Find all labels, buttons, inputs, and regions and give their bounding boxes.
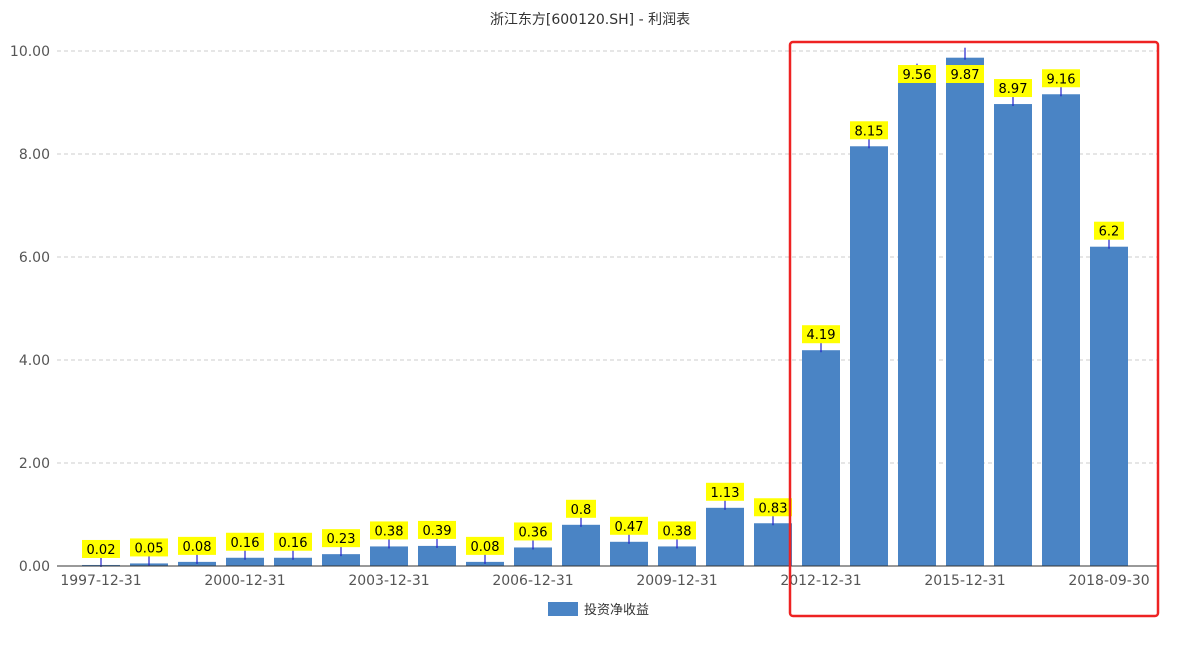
data-label-bg — [566, 499, 596, 518]
bar — [370, 546, 408, 566]
grid-lines — [57, 50, 1157, 464]
data-label-bg — [946, 65, 984, 83]
data-label: 6.2 — [1099, 225, 1120, 240]
bar — [466, 561, 504, 566]
bar — [1042, 94, 1080, 566]
data-label-bg — [658, 521, 696, 540]
data-label-bg — [994, 79, 1032, 98]
bar — [946, 57, 984, 566]
legend: 投资净收益 — [548, 602, 649, 618]
bar — [610, 541, 648, 566]
data-label: 8.97 — [999, 82, 1028, 97]
data-label: 0.02 — [87, 543, 116, 558]
data-label-bg — [754, 498, 792, 517]
data-label-bg — [178, 536, 216, 555]
data-label: 0.05 — [135, 541, 164, 556]
data-label: 1.13 — [711, 486, 740, 501]
data-label-bg — [706, 482, 744, 501]
data-label: 0.08 — [183, 540, 212, 555]
data-label: 4.19 — [807, 328, 836, 343]
bar — [850, 146, 888, 566]
x-tick-label: 1997-12-31 — [60, 573, 141, 589]
x-tick-label: 2009-12-31 — [636, 573, 717, 589]
x-tick-label: 2003-12-31 — [348, 573, 429, 589]
data-label-bg — [418, 520, 456, 539]
bar — [1090, 246, 1128, 566]
data-label-bg — [466, 536, 504, 555]
data-label-bg — [850, 121, 888, 140]
bar — [706, 507, 744, 566]
y-axis-ticks: 0.00 2.00 4.00 6.00 8.00 10.00 — [10, 44, 50, 575]
data-label: 0.08 — [471, 540, 500, 555]
data-label-bg — [226, 532, 264, 551]
x-tick-label: 2006-12-31 — [492, 573, 573, 589]
data-label: 0.8 — [571, 503, 592, 518]
y-tick-label: 8.00 — [19, 147, 50, 163]
data-label-bg — [898, 65, 936, 83]
data-label: 8.15 — [855, 124, 884, 139]
data-label: 0.39 — [423, 524, 452, 539]
y-tick-label: 6.00 — [19, 250, 50, 266]
data-label: 9.16 — [1047, 72, 1076, 87]
y-tick-label: 10.00 — [10, 44, 50, 60]
bar — [754, 523, 792, 566]
data-label-bg — [610, 516, 648, 535]
highlight-box — [788, 40, 1160, 618]
bar — [562, 524, 600, 566]
data-label-bg — [370, 521, 408, 540]
legend-label: 投资净收益 — [584, 602, 649, 618]
x-tick-label: 2018-09-30 — [1068, 573, 1149, 589]
bar — [418, 545, 456, 566]
bar — [994, 104, 1032, 567]
data-label-bg — [274, 532, 312, 551]
y-tick-label: 4.00 — [19, 353, 50, 369]
y-tick-label: 2.00 — [19, 456, 50, 472]
data-label-bg — [1094, 221, 1124, 240]
data-label: 0.16 — [279, 536, 308, 551]
legend-swatch — [548, 602, 578, 616]
data-label-bg — [82, 539, 120, 558]
bar — [802, 350, 840, 566]
data-label: 0.16 — [231, 536, 260, 551]
data-label-bg — [802, 325, 840, 344]
x-tick-label: 2000-12-31 — [204, 573, 285, 589]
data-label: 9.87 — [951, 68, 980, 83]
data-label-bg — [322, 529, 360, 548]
x-tick-label: 2012-12-31 — [780, 573, 861, 589]
bar — [322, 554, 360, 566]
data-label-bg — [130, 538, 168, 557]
data-label: 0.36 — [519, 525, 548, 540]
chart-title: 浙江东方[600120.SH] - 利润表 — [490, 12, 690, 28]
bar — [898, 73, 936, 566]
data-label: 0.23 — [327, 532, 356, 547]
data-label-bg — [1042, 69, 1080, 88]
data-label-bg — [514, 522, 552, 541]
y-tick-label: 0.00 — [19, 559, 50, 575]
data-label: 0.83 — [759, 501, 788, 516]
bars — [82, 47, 1128, 567]
data-labels: 0.02 0.05 0.08 0.16 0.16 0.23 0.38 0.39 0.08 0.36… — [82, 65, 1124, 558]
bar — [514, 547, 552, 566]
data-label: 0.47 — [615, 520, 644, 535]
x-axis-ticks: 1997-12-31 2000-12-31 2003-12-31 2006-12-31… — [60, 573, 1149, 589]
bar — [178, 561, 216, 566]
bar — [226, 557, 264, 566]
bar — [274, 557, 312, 566]
bar — [658, 546, 696, 566]
data-label: 9.56 — [903, 68, 932, 83]
data-label: 0.38 — [375, 524, 404, 539]
x-tick-label: 2015-12-31 — [924, 573, 1005, 589]
data-label: 0.38 — [663, 524, 692, 539]
